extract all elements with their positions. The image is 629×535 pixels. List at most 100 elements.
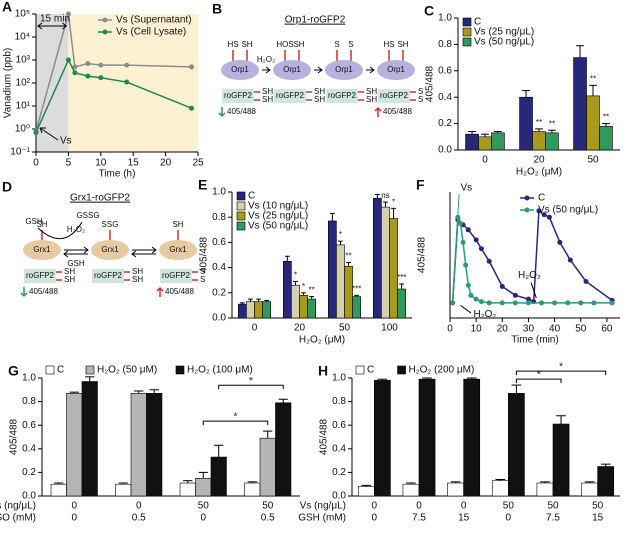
x-tick-label: 20 — [533, 155, 545, 166]
bar — [519, 96, 533, 151]
y-tick-label: 0.6 — [438, 65, 452, 76]
legend-marker — [102, 29, 108, 35]
significance: ** — [603, 113, 609, 122]
x-tick-label: 7.5 — [412, 513, 426, 524]
y-axis-label: Vanadium (ppb) — [3, 48, 14, 118]
x-tick-label: 100 — [381, 323, 398, 334]
point — [33, 130, 39, 136]
thiol-label: SH — [262, 87, 273, 96]
legend-label: Vs (25 ng/μL) — [474, 27, 534, 38]
y-tick-label: 1.0 — [212, 187, 226, 198]
enzyme-label: Grx1 — [101, 245, 119, 254]
legend-swatch — [236, 211, 246, 221]
y-tick-label: 10¹ — [16, 101, 31, 112]
bracket-label: * — [234, 412, 238, 423]
significance: ** — [590, 74, 596, 83]
bar — [81, 381, 98, 497]
point — [189, 64, 195, 70]
y-tick-label: 0.8 — [22, 396, 36, 407]
x-tick-label: 5 — [66, 158, 72, 169]
point — [65, 11, 71, 17]
bar — [402, 483, 420, 497]
thiol-label: SH — [132, 267, 143, 276]
thiol-label: SH — [132, 275, 143, 284]
reagent-label: GSSG — [76, 211, 99, 220]
legend-label: Vs (50 ng/μL) — [248, 221, 308, 232]
bar — [130, 393, 147, 497]
legend-label: Vs (50 ng/μL) — [538, 205, 598, 216]
x-axis-label: H₂O₂ (μM) — [299, 335, 345, 346]
thiol-label: SH — [366, 87, 377, 96]
point — [98, 62, 104, 68]
point — [85, 73, 91, 79]
legend-label: C — [538, 193, 545, 204]
legend-marker — [102, 17, 108, 23]
x-tick-label: 0 — [200, 513, 206, 524]
point — [539, 300, 545, 306]
bar — [532, 131, 546, 151]
y-tick-label: 0.0 — [332, 491, 346, 502]
y-tick-label: 0.4 — [438, 92, 452, 103]
bar — [357, 486, 375, 497]
bar — [573, 57, 587, 151]
bracket — [218, 384, 284, 390]
x-tick-label: 0 — [461, 501, 467, 512]
y-tick-label: 0.6 — [212, 237, 226, 248]
enzyme — [159, 240, 197, 260]
y-tick-label: 0.6 — [22, 420, 36, 431]
probe-label: roGFP2 — [380, 91, 409, 100]
point — [525, 300, 531, 306]
enzyme — [91, 240, 129, 260]
significance: ** — [309, 286, 315, 295]
reagent-label: GSH — [67, 259, 85, 268]
point — [463, 262, 469, 268]
point — [499, 300, 505, 306]
y-tick-label: 1.0 — [332, 373, 346, 384]
y-tick-label: 1.0 — [22, 373, 36, 384]
bar — [179, 482, 196, 497]
point — [567, 257, 573, 263]
x-axis-label: H₂O₂ (μM) — [516, 167, 562, 178]
bar — [146, 393, 163, 497]
thiol-label: SH — [314, 87, 325, 96]
legend-label: H₂O₂ (50 μM) — [97, 365, 157, 376]
thiol-label: SH — [293, 40, 304, 49]
point — [512, 292, 518, 298]
bar — [599, 125, 613, 151]
diagram-title: Orp1-roGFP2 — [285, 15, 346, 26]
panel-label: G — [8, 363, 19, 379]
enzyme — [273, 60, 311, 80]
point — [478, 299, 484, 305]
annotation: Vs — [60, 136, 72, 147]
y-tick-label: 10⁻¹ — [10, 147, 30, 158]
bar — [327, 220, 337, 319]
y-tick-label: 10² — [16, 78, 31, 89]
thiol-label: SSG — [102, 220, 119, 229]
probe — [160, 269, 192, 283]
point — [478, 246, 484, 252]
bar — [397, 288, 407, 319]
enzyme-label: Orp1 — [231, 65, 249, 74]
significance: * — [339, 230, 342, 239]
x-tick-label: 60 — [601, 324, 613, 335]
x-tick-label: 0 — [71, 501, 77, 512]
point — [591, 300, 597, 306]
x-tick-label: 10 — [471, 324, 483, 335]
probe-label: roGFP2 — [94, 271, 123, 280]
category-row-label: Vs (ng/μL) — [0, 501, 36, 512]
bar — [389, 218, 398, 319]
enzyme — [377, 60, 415, 80]
legend-swatch — [397, 365, 406, 375]
thiol-label: S — [418, 95, 423, 104]
point — [486, 258, 492, 264]
legend-swatch — [175, 365, 185, 375]
bar — [352, 296, 362, 319]
x-tick-label: 0 — [372, 513, 378, 524]
bar — [336, 244, 345, 319]
point — [546, 214, 552, 220]
bar — [597, 466, 615, 497]
point — [473, 237, 479, 243]
bar — [374, 380, 391, 497]
y-tick-label: 10⁵ — [15, 9, 30, 20]
point — [512, 300, 518, 306]
